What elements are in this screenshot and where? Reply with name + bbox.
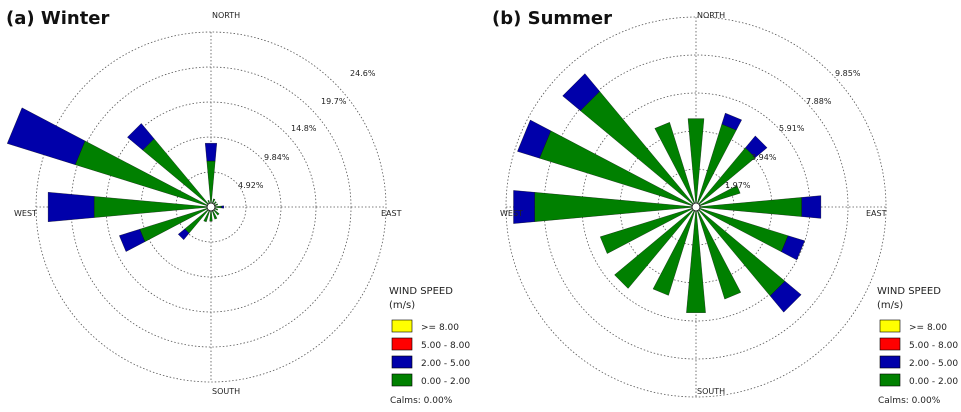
winter-ring-label-3: 14.8% [291,124,317,133]
summer-legend-label-0to2: 0.00 - 2.00 [909,377,958,387]
summer-legend-unit: (m/s) [877,300,903,311]
winter-windrose-panel: (a) Winter NORTH SOUTH EAST WEST 4.92% 9… [6,8,402,396]
winter-ring-label-4: 19.7% [321,97,347,106]
winter-legend-title: WIND SPEED [389,286,453,297]
summer-center-hub [691,202,701,212]
summer-petal-337.5-bin-0 [654,122,697,208]
winter-ring-label-5: 24.6% [350,69,376,78]
winter-petal-247.5-bin-1 [119,229,146,252]
winter-legend-swatch-2to5 [391,355,413,369]
winter-petal-315-bin-1 [127,123,155,151]
winter-center-hub [206,202,216,212]
summer-petal-112.5-bin-1 [781,235,805,261]
winter-petal-180-bin-0 [209,206,213,222]
winter-legend: WIND SPEED (m/s) >= 8.00 5.00 - 8.00 2.0… [389,286,470,406]
summer-ring-label-4: 7.88% [806,97,832,106]
summer-south-label: SOUTH [697,387,725,396]
summer-petal-315-bin-1 [562,73,600,111]
summer-petal-45-bin-1 [745,135,768,158]
summer-west-label: WEST [500,209,523,218]
winter-petal-315-bin-0 [142,138,212,208]
winter-north-label: NORTH [212,11,240,20]
summer-legend-swatch-2to5 [879,355,901,369]
winter-legend-swatch-0to2 [391,373,413,387]
winter-legend-label-2to5: 2.00 - 5.00 [421,359,470,369]
winter-legend-swatch-5to8 [391,337,413,351]
summer-petal-67.5-bin-0 [695,185,741,208]
winter-calms: Calms: 0.00% [390,396,453,406]
summer-petal-90-bin-1 [801,195,822,219]
winter-legend-label-0to2: 0.00 - 2.00 [421,377,470,387]
summer-windrose-panel: (b) Summer NORTH SOUTH EAST WEST 1.97% 3… [492,8,887,398]
summer-legend: WIND SPEED (m/s) >= 8.00 5.00 - 8.00 2.0… [877,286,958,406]
winter-petal-90-bin-1 [221,205,224,209]
summer-ring-label-1: 1.97% [725,181,751,190]
summer-legend-label-5to8: 5.00 - 8.00 [909,341,958,351]
winter-petal-225-bin-1 [177,228,190,241]
winter-petal-292.5-bin-1 [6,107,86,165]
summer-petals [513,73,822,313]
summer-petal-135-bin-1 [769,280,802,313]
summer-petal-157.5-bin-0 [695,206,742,300]
winter-legend-label-ge8: >= 8.00 [421,323,459,333]
summer-petal-135-bin-0 [695,206,786,297]
summer-petal-202.5-bin-0 [652,206,697,296]
winter-petals [6,107,224,252]
summer-east-label: EAST [866,209,887,218]
summer-legend-swatch-0to2 [879,373,901,387]
summer-ring-label-5: 9.85% [835,69,861,78]
winter-south-label: SOUTH [212,387,240,396]
summer-ring-label-3: 5.91% [779,124,805,133]
summer-petal-225-bin-0 [614,206,697,289]
winter-ring-label-2: 9.84% [264,153,290,162]
summer-ring-5 [505,16,887,398]
winter-petal-0-bin-1 [205,143,217,162]
winter-legend-unit: (m/s) [389,300,415,311]
summer-petal-292.5-bin-1 [517,119,551,159]
summer-legend-label-2to5: 2.00 - 5.00 [909,359,958,369]
winter-west-label: WEST [14,209,37,218]
winter-ring-label-1: 4.92% [238,181,264,190]
summer-petal-22.5-bin-1 [721,112,742,131]
summer-petal-247.5-bin-0 [599,206,697,254]
winter-east-label: EAST [381,209,402,218]
summer-legend-label-ge8: >= 8.00 [909,323,947,333]
winter-panel-title: (a) Winter [6,8,110,29]
summer-legend-title: WIND SPEED [877,286,941,297]
winter-legend-label-5to8: 5.00 - 8.00 [421,341,470,351]
winter-legend-swatch-ge8 [391,319,413,333]
summer-legend-swatch-5to8 [879,337,901,351]
winter-petal-270-bin-1 [47,192,95,222]
summer-legend-swatch-ge8 [879,319,901,333]
summer-petal-180-bin-0 [686,206,706,313]
summer-panel-title: (b) Summer [492,8,612,29]
summer-petal-45-bin-0 [695,147,756,208]
summer-petal-270-bin-1 [513,190,535,224]
summer-ring-label-2: 3.94% [751,153,777,162]
summer-north-label: NORTH [697,11,725,20]
summer-calms: Calms: 0.00% [878,396,941,406]
summer-petal-0-bin-0 [687,118,705,208]
